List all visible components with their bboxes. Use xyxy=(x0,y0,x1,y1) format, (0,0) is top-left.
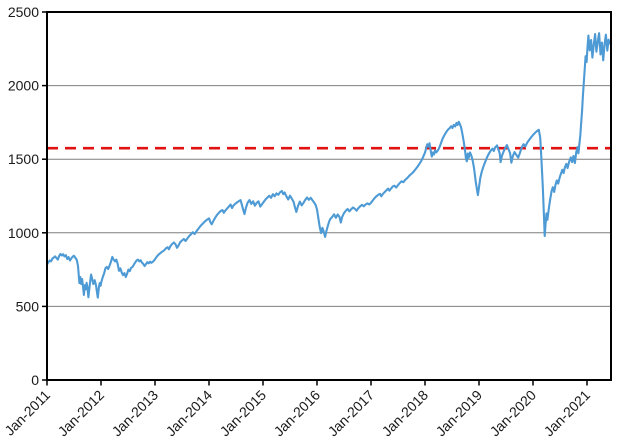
x-axis-label: Jan-2021 xyxy=(541,387,594,440)
x-axis-label: Jan-2015 xyxy=(217,387,270,440)
y-axis-label: 500 xyxy=(16,298,40,314)
y-axis-label: 2000 xyxy=(8,78,39,94)
x-axis-label: Jan-2016 xyxy=(271,387,324,440)
x-axis-label: Jan-2011 xyxy=(1,387,53,439)
x-axis-label: Jan-2017 xyxy=(325,387,378,440)
plot-border xyxy=(46,11,612,381)
y-axis-label: 1500 xyxy=(8,151,39,167)
x-axis-label: Jan-2013 xyxy=(109,387,162,440)
x-axis-label: Jan-2012 xyxy=(55,387,108,440)
data-line xyxy=(45,32,611,299)
x-axis-label: Jan-2014 xyxy=(163,387,216,440)
x-axis-label: Jan-2018 xyxy=(379,387,432,440)
y-axis-label: 0 xyxy=(31,372,39,388)
y-axis-label: 1000 xyxy=(8,225,39,241)
x-axis-label: Jan-2020 xyxy=(487,387,540,440)
x-axis-label: Jan-2019 xyxy=(433,387,486,440)
y-axis-label: 2500 xyxy=(8,4,39,20)
